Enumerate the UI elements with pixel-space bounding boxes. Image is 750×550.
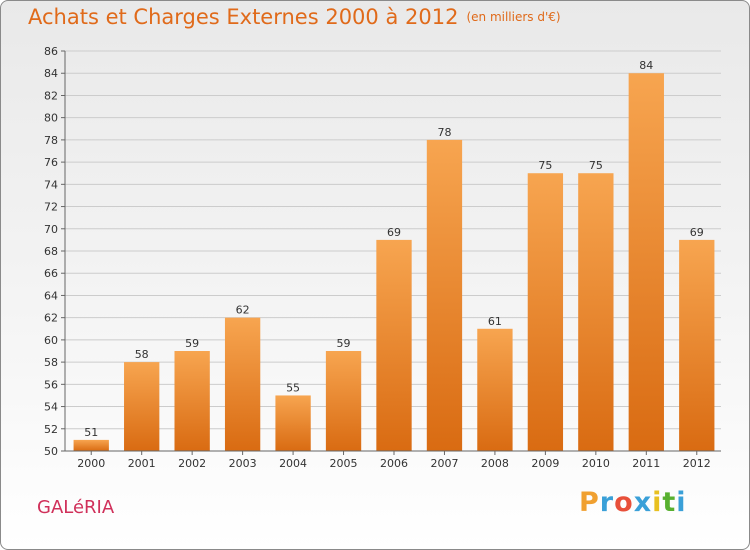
x-tick-label: 2001 (128, 457, 156, 470)
y-tick-label: 72 (44, 201, 58, 214)
x-tick-label: 2008 (481, 457, 509, 470)
bar (527, 173, 564, 451)
bar (124, 362, 160, 451)
bar-value-label: 69 (690, 226, 704, 239)
bar (578, 173, 614, 451)
bar-value-label: 62 (236, 304, 250, 317)
x-tick-label: 2006 (380, 457, 408, 470)
y-tick-label: 52 (44, 423, 58, 436)
chart-title: Achats et Charges Externes 2000 à 2012 (e… (28, 5, 561, 29)
y-tick-label: 58 (44, 356, 58, 369)
bar-value-label: 84 (639, 59, 653, 72)
bar-value-label: 51 (84, 426, 98, 439)
chart-title-text: Achats et Charges Externes 2000 à 2012 (28, 5, 459, 29)
bar-layer: 51 58 59 62 55 59 69 78 61 75 75 84 69 (73, 59, 715, 451)
bar (325, 351, 362, 451)
y-tick-label: 60 (44, 334, 58, 347)
x-tick-label: 2000 (77, 457, 105, 470)
logo-letter: i (652, 487, 663, 518)
bar-value-label: 58 (135, 348, 149, 361)
bar (426, 139, 463, 451)
x-tick-label: 2011 (632, 457, 660, 470)
x-tick-label: 2010 (582, 457, 610, 470)
bar-value-label: 75 (538, 159, 552, 172)
y-tick-label: 66 (44, 267, 58, 280)
logo-letter: t (662, 487, 677, 518)
y-tick-label: 74 (44, 178, 58, 191)
x-tick-label: 2012 (683, 457, 711, 470)
y-tick-label: 86 (44, 45, 58, 58)
y-tick-label: 64 (44, 289, 58, 302)
y-tick-label: 82 (44, 89, 58, 102)
logo-letter: i (676, 487, 687, 518)
bar-value-label: 59 (185, 337, 199, 350)
x-tick-label: 2004 (279, 457, 307, 470)
bar (477, 328, 513, 451)
y-tick-label: 84 (44, 67, 58, 80)
chart-subtitle: (en milliers d'€) (466, 10, 561, 24)
y-tick-label: 80 (44, 112, 58, 125)
y-tick-label: 76 (44, 156, 58, 169)
commune-name: GALéRIA (37, 497, 115, 518)
y-tick-label: 56 (44, 378, 58, 391)
logo-letter: o (614, 487, 634, 518)
bar (679, 239, 715, 451)
bar-value-label: 75 (589, 159, 603, 172)
y-tick-label: 68 (44, 245, 58, 258)
x-tick-label: 2007 (430, 457, 458, 470)
bar-value-label: 61 (488, 315, 502, 328)
logo-letter: P (579, 487, 600, 518)
bar (174, 351, 210, 451)
axis-layer: 50 52 54 56 58 60 62 64 66 68 70 72 74 76 78 80 82 84 86 20… (44, 45, 721, 470)
bar-value-label: 78 (437, 126, 451, 139)
bar (73, 439, 109, 451)
y-tick-label: 50 (44, 445, 58, 458)
x-tick-label: 2003 (229, 457, 257, 470)
bar-value-label: 59 (337, 337, 351, 350)
bar (275, 395, 311, 451)
logo-letter: r (599, 487, 615, 518)
bar (628, 73, 664, 451)
logo-letter: x (633, 487, 653, 518)
y-tick-label: 54 (44, 401, 58, 414)
bar-value-label: 69 (387, 226, 401, 239)
bar (224, 317, 261, 451)
x-tick-label: 2002 (178, 457, 206, 470)
bar (376, 239, 412, 451)
bar-value-label: 55 (286, 381, 300, 394)
proxiti-logo[interactable]: Proxiti (579, 487, 687, 518)
y-tick-label: 62 (44, 312, 58, 325)
x-tick-label: 2009 (531, 457, 559, 470)
x-tick-label: 2005 (330, 457, 358, 470)
y-tick-label: 78 (44, 134, 58, 147)
y-tick-label: 70 (44, 223, 58, 236)
